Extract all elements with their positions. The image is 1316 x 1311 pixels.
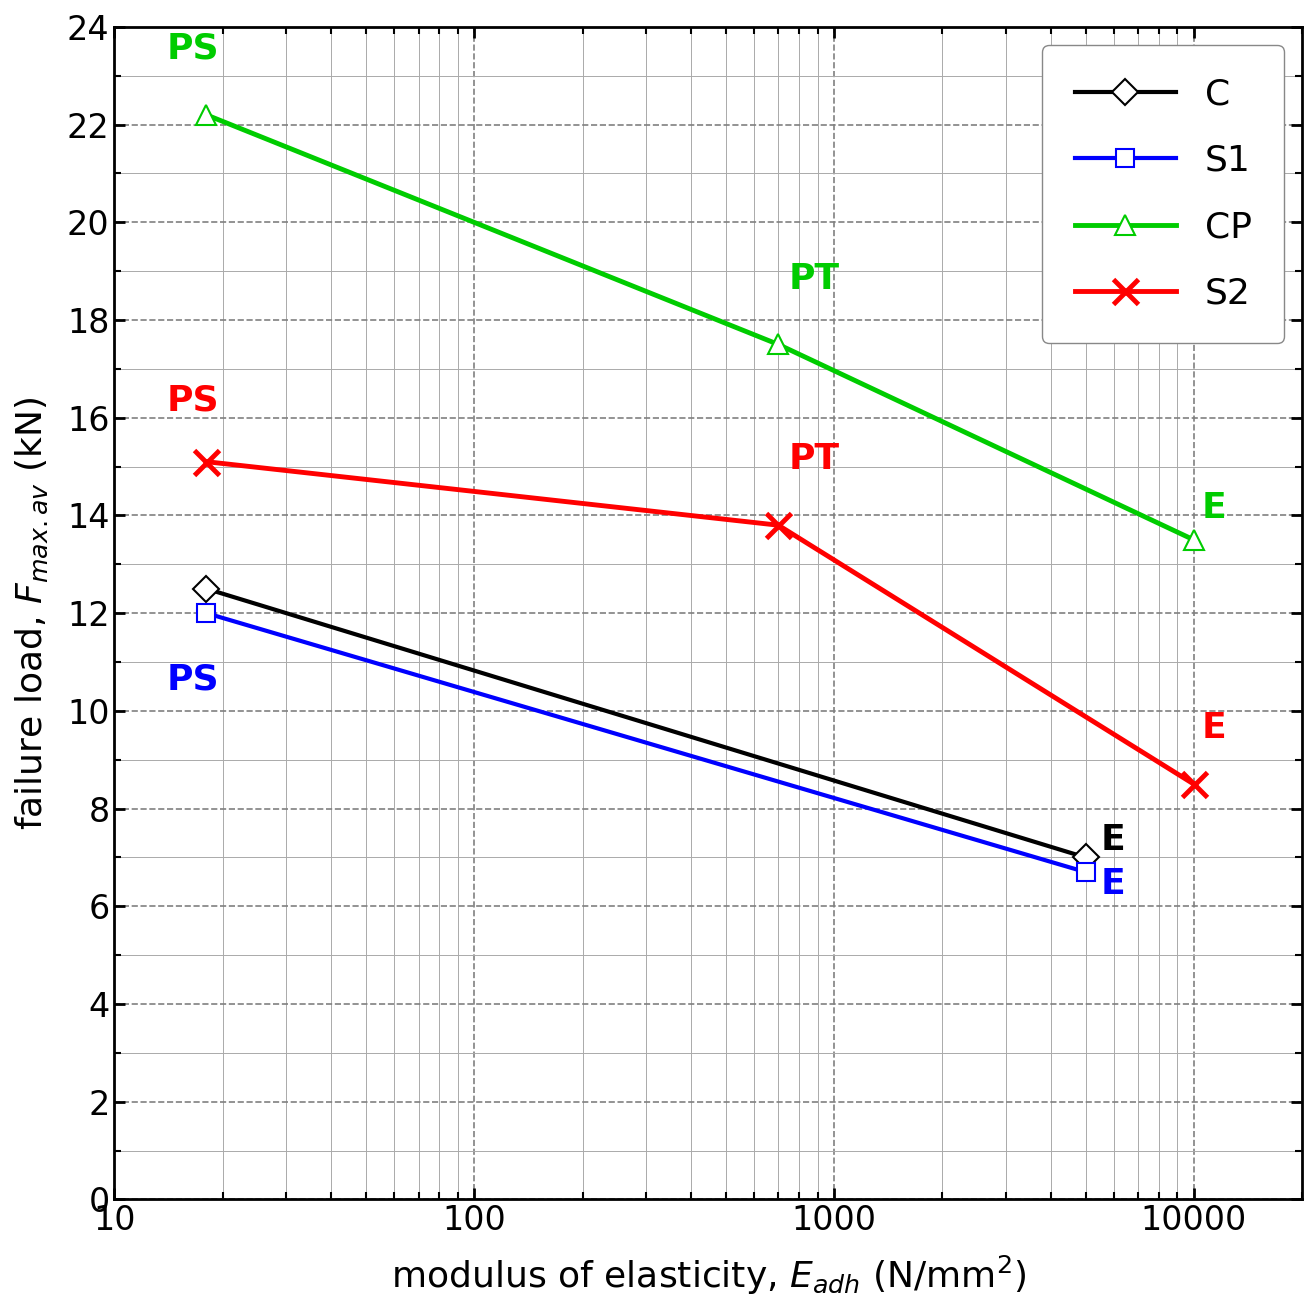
Text: PS: PS — [167, 31, 220, 66]
Text: E: E — [1202, 492, 1227, 526]
Y-axis label: failure load, $F_{max.av}$ (kN): failure load, $F_{max.av}$ (kN) — [14, 396, 50, 830]
Legend: C, S1, CP, S2: C, S1, CP, S2 — [1042, 45, 1284, 343]
Text: E: E — [1202, 711, 1227, 745]
Text: E: E — [1100, 823, 1125, 857]
Text: PT: PT — [790, 442, 840, 476]
Text: E: E — [1100, 868, 1125, 902]
Text: PS: PS — [167, 384, 220, 418]
Text: PS: PS — [167, 662, 220, 696]
Text: PT: PT — [790, 262, 840, 295]
X-axis label: modulus of elasticity, $E_{adh}$ (N/mm$^2$): modulus of elasticity, $E_{adh}$ (N/mm$^… — [391, 1253, 1026, 1297]
